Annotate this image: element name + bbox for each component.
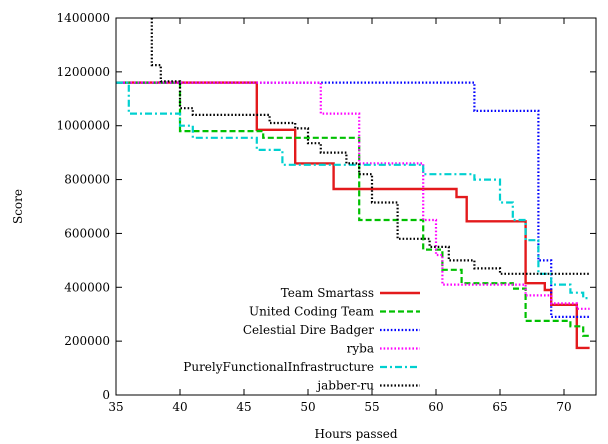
legend-label: PurelyFunctionalInfrastructure — [183, 360, 374, 374]
x-tick-label: 50 — [300, 400, 315, 414]
x-tick-label: 35 — [108, 400, 123, 414]
plot-frame — [115, 17, 597, 396]
x-tick-label: 40 — [172, 400, 187, 414]
x-tick-label: 70 — [556, 400, 571, 414]
x-axis-title: Hours passed — [314, 427, 397, 441]
series-line-3 — [116, 81, 590, 318]
legend-label: United Coding Team — [249, 305, 375, 319]
legend-label: Celestial Dire Badger — [243, 323, 374, 337]
legend-label: ryba — [347, 342, 374, 356]
y-tick-label: 200000 — [64, 334, 110, 348]
y-tick-label: 400000 — [64, 280, 110, 294]
legend-label: Team Smartass — [281, 286, 374, 300]
y-axis-title: Score — [11, 189, 25, 224]
legend: Team Smartass United Coding Team Celestial… — [183, 286, 420, 393]
axis-ticks: 35 40 45 50 55 60 65 70 0 200000 400000 600000 80000… — [57, 11, 596, 414]
x-tick-label: 45 — [236, 400, 251, 414]
x-tick-label: 55 — [364, 400, 379, 414]
series-lines — [116, 18, 590, 350]
series-line-4 — [116, 81, 590, 310]
y-tick-label: 1000000 — [57, 119, 110, 133]
x-tick-label: 65 — [492, 400, 507, 414]
series-line-5 — [116, 81, 590, 300]
y-tick-label: 1400000 — [57, 11, 110, 25]
y-tick-label: 1200000 — [57, 65, 110, 79]
legend-label: jabber-ru — [315, 379, 374, 393]
y-tick-label: 600000 — [64, 226, 110, 240]
y-tick-label: 0 — [102, 388, 110, 402]
x-tick-label: 60 — [428, 400, 443, 414]
series-line-2 — [116, 81, 590, 337]
y-tick-label: 800000 — [64, 173, 110, 187]
series-line-6 — [150, 18, 590, 275]
